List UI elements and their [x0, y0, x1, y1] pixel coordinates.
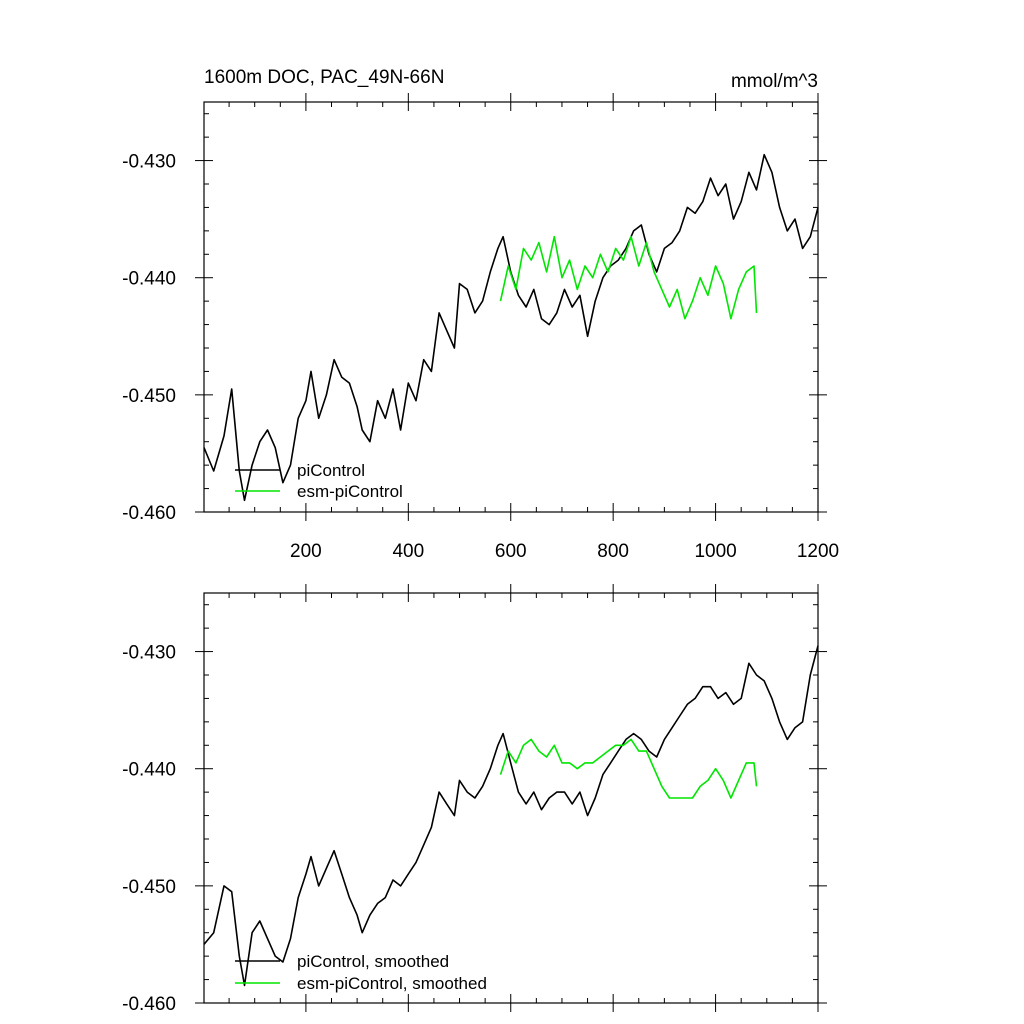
chart-title: 1600m DOC, PAC_49N-66N [204, 67, 444, 88]
top-ticks [195, 93, 827, 521]
legend-label-picontrol: piControl [297, 461, 365, 480]
top-y-tick-labels: -0.430 -0.440 -0.450 -0.460 [122, 152, 176, 524]
series-line-picontrol-smoothed [203, 645, 819, 987]
x-tick-label: 200 [290, 541, 322, 562]
top-legend: piControl esm-piControl [235, 461, 403, 501]
series-line-picontrol [203, 153, 819, 502]
bottom-y-tick-labels: -0.430 -0.440 -0.450 -0.460 [122, 643, 176, 1015]
units-label: mmol/m^3 [731, 71, 818, 92]
legend-label-esm-picontrol-smoothed: esm-piControl, smoothed [297, 974, 487, 993]
x-tick-label: 600 [495, 541, 527, 562]
y-tick-label: -0.450 [122, 386, 176, 407]
top-x-tick-labels: 200 400 600 800 1000 1200 [290, 541, 839, 562]
y-tick-label: -0.450 [122, 877, 176, 898]
bottom-panel: -0.430 -0.440 -0.450 -0.460 piControl, smoo… [122, 584, 827, 1015]
y-tick-label: -0.440 [122, 269, 176, 290]
legend-label-esm-picontrol: esm-piControl [297, 482, 403, 501]
top-plot-frame [203, 101, 819, 513]
bottom-plot-frame [203, 592, 819, 1004]
x-tick-label: 400 [392, 541, 424, 562]
y-tick-label: -0.430 [122, 643, 176, 664]
series-line-esm-picontrol-smoothed [499, 738, 758, 799]
x-tick-label: 1000 [694, 541, 736, 562]
x-tick-label: 800 [597, 541, 629, 562]
x-tick-label: 1200 [797, 541, 839, 562]
bottom-lines [203, 645, 819, 987]
y-tick-label: -0.430 [122, 152, 176, 173]
series-line-esm-picontrol [499, 235, 758, 320]
legend-label-picontrol-smoothed: piControl, smoothed [297, 952, 449, 971]
top-panel: 1600m DOC, PAC_49N-66N mmol/m^3 -0.430-0… [122, 67, 839, 562]
y-tick-label: -0.440 [122, 760, 176, 781]
bottom-legend: piControl, smoothed esm-piControl, smoot… [235, 952, 487, 993]
y-tick-label: -0.460 [122, 994, 176, 1015]
bottom-ticks [195, 584, 827, 1012]
top-lines [203, 153, 819, 502]
y-tick-label: -0.460 [122, 503, 176, 524]
